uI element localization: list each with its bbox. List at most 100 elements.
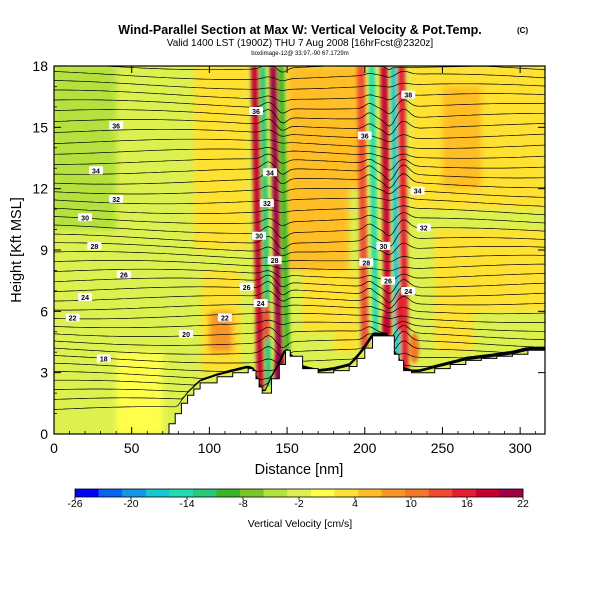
y-axis-label: Height [Kft MSL] [9,197,25,303]
x-tick-label: 250 [431,440,455,456]
x-axis-label: Distance [nm] [255,462,344,478]
y-tick-label: 12 [32,181,48,197]
theta-contour [54,251,545,263]
chart-title: Wind-Parallel Section at Max W: Vertical… [118,23,481,37]
svg-text:34: 34 [92,168,100,175]
contour-label: 24 [78,293,93,302]
colorbar-tick-label: -20 [123,498,138,510]
plot-area: 18 20 22 22 24 26 28 30 32 34 36 24 26 28 30 32 34 36 26 28… [54,66,545,434]
svg-text:28: 28 [362,260,370,267]
field-patch [473,311,545,353]
theta-contour [54,311,545,323]
svg-text:20: 20 [182,332,190,339]
svg-text:38: 38 [404,93,412,100]
colorbar-swatch [263,489,288,497]
y-tick-label: 15 [32,119,48,135]
x-tick-label: 0 [50,440,58,456]
theta-contour [54,230,545,249]
contour-label: 28 [87,241,102,251]
colorbar-swatch [169,489,194,497]
theta-contour [54,290,545,309]
contour-labels: 18 20 22 22 24 26 28 30 32 34 36 24 26 28 30 32 34 36 26 28… [65,90,431,363]
theta-contour [54,319,545,332]
colorbar-swatch [334,489,359,497]
colorbar-swatch [192,489,217,497]
downdraft-column [390,66,401,359]
colorbar: -26 -20 -14 -8 -2 4 10 16 22 [67,488,529,510]
svg-text:26: 26 [120,273,128,280]
theta-contour [54,196,545,207]
y-tick-label: 9 [40,242,48,258]
svg-text:24: 24 [81,295,89,302]
colorbar-tick-label: 4 [352,498,358,510]
contour-label: 30 [252,231,267,241]
theta-contour [106,66,545,73]
contour-label: 18 [96,354,111,363]
contour-label: 38 [401,90,416,100]
contour-label: 26 [239,282,254,292]
chart-subtitle: Valid 1400 LST (1900Z) THU 7 Aug 2008 [1… [167,38,434,49]
field-patch [209,311,233,353]
y-tick-label: 18 [32,58,48,74]
theta-contour [54,281,545,304]
svg-text:30: 30 [255,234,263,241]
svg-text:36: 36 [361,134,369,141]
colorbar-tick-label: -2 [294,498,303,510]
x-tick-label: 150 [275,440,299,456]
chart-title-mark: (C) [517,26,528,35]
colorbar-tick-label: -26 [67,498,82,510]
colorbar-swatch [145,489,170,497]
theta-contour [54,153,545,171]
updraft-column [380,66,392,336]
svg-text:36: 36 [252,109,260,116]
colorbar-swatch [310,489,335,497]
colorbar-tick-label: 16 [461,498,473,510]
field-patch [193,66,249,250]
svg-text:30: 30 [81,215,89,222]
theta-contour [54,274,545,295]
contour-label: 32 [109,194,124,204]
colorbar-swatch [357,489,382,497]
colorbar-tick-label: -8 [238,498,247,510]
theta-contour [54,138,545,150]
field-patch [302,331,334,373]
colorbar-swatch [452,489,477,497]
contour-label: 26 [381,276,396,286]
theta-contour [54,89,545,102]
theta-contour [54,185,545,198]
x-tick-label: 50 [124,440,140,456]
updraft-core [263,301,270,342]
x-tick-label: 200 [353,440,377,456]
theta-contour [54,301,545,315]
svg-text:22: 22 [221,315,229,322]
updraft-column [250,66,265,391]
downdraft-column [277,66,291,353]
contour-label: 28 [267,256,282,265]
theta-contour [54,332,545,358]
contour-label: 32 [259,198,274,208]
theta-contour [54,260,545,272]
svg-text:36: 36 [112,123,120,130]
contour-label: 36 [248,106,263,116]
theta-contour [54,99,545,115]
contour-label: 30 [78,213,93,222]
theta-contour [54,331,545,348]
field-soft-layer [54,66,545,434]
theta-contour [54,212,545,226]
contour-label: 36 [357,131,372,141]
svg-text:28: 28 [91,244,99,251]
theta-contour [54,128,545,143]
contour-label: 34 [88,166,103,175]
svg-text:32: 32 [112,197,120,204]
potential-temperature-contours [54,66,545,410]
colorbar-swatch [216,489,241,497]
theta-contour [54,108,545,127]
contour-label: 26 [116,270,131,280]
x-axis: 0 50 100 150 200 250 300 [50,66,537,456]
field-patch [147,66,194,210]
svg-text:32: 32 [263,201,271,208]
colorbar-swatch [240,489,264,497]
